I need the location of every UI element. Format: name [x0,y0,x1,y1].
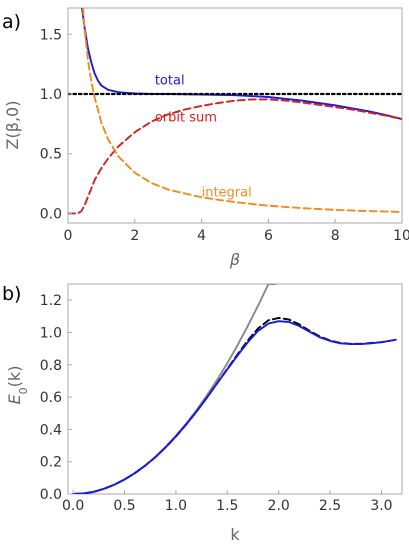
panel-a-y-tick-label: 1.0 [40,87,62,103]
panel-a-x-tick-label: 2 [130,228,139,244]
panel-b-x-tick-label: 3.0 [370,498,392,514]
panel-b-chart: b) 0.0 0.5 1.0 1.5 2.0 2.5 3.0 0.0 0.2 0.4 0.6 0.8… [2,283,403,544]
panel-b-y-tick-label: 1.0 [40,325,62,341]
panel-a-total-line [81,8,402,121]
panel-a-y-axis-label: Z(β,0) [3,101,22,150]
panel-a-plot-frame [67,7,403,224]
panel-b-label: b) [2,283,21,305]
panel-b-x-tick-label: 1.5 [216,498,238,514]
panel-b-y-axis-label: E0(k) [5,366,30,405]
panel-b-x-axis-label: k [230,525,240,544]
panel-b-y-tick-label: 0.2 [40,455,62,471]
panel-b-series-2-line [72,320,397,494]
panel-a-x-ticks: 0 2 4 6 8 10 [64,219,409,244]
panel-a-series [68,8,402,215]
panel-a-annotation-total: total [155,73,185,88]
panel-a-x-tick-label: 10 [393,228,409,244]
panel-a-y-tick-label: 1.5 [40,27,62,43]
panel-b-y-tick-label: 0.6 [40,390,62,406]
panel-a-y-tick-label: 0.0 [40,206,62,222]
panel-b-y-ticks: 0.0 0.2 0.4 0.6 0.8 1.0 1.2 [40,293,72,503]
panel-a-y-tick-label: 0.5 [40,147,62,163]
panel-a-annotation-integral: integral [202,186,252,201]
panel-b-x-tick-label: 2.5 [319,498,341,514]
panel-b-x-tick-label: 2.0 [268,498,290,514]
panel-a-y-ticks: 0.0 0.5 1.0 1.5 [40,27,72,222]
panel-b-series-0-line [72,284,277,494]
panel-b-x-tick-label: 0.0 [62,498,84,514]
panel-a-x-tick-label: 8 [331,228,340,244]
panel-a-x-tick-label: 6 [264,228,273,244]
panel-a-annotations: total orbit sum integral [155,73,252,200]
panel-a-label: a) [2,11,21,33]
panel-b-x-tick-label: 0.5 [113,498,135,514]
panel-a-annotation-orbit-sum: orbit sum [155,110,217,125]
panel-a-chart: a) 0 2 4 6 8 10 0.0 0.5 1.0 1.5 total orbit sum in… [2,7,409,269]
panel-b-x-ticks: 0.0 0.5 1.0 1.5 2.0 2.5 3.0 [62,490,393,514]
panel-b-y-tick-label: 0.8 [40,358,62,374]
panel-b-y-tick-label: 1.2 [40,293,62,309]
panel-b-plot-frame [67,283,403,495]
panel-a-integral-line [82,8,402,213]
panel-a-x-tick-label: 4 [197,228,206,244]
panel-b-y-tick-label: 0.0 [40,487,62,503]
panel-a-orbit-sum-line [68,98,402,215]
panel-b-x-tick-label: 1.0 [165,498,187,514]
panel-b-y-tick-label: 0.4 [40,422,62,438]
panel-a-x-tick-label: 0 [64,228,73,244]
panel-a-x-axis-label: β [229,250,240,269]
panel-b-series [72,284,397,494]
